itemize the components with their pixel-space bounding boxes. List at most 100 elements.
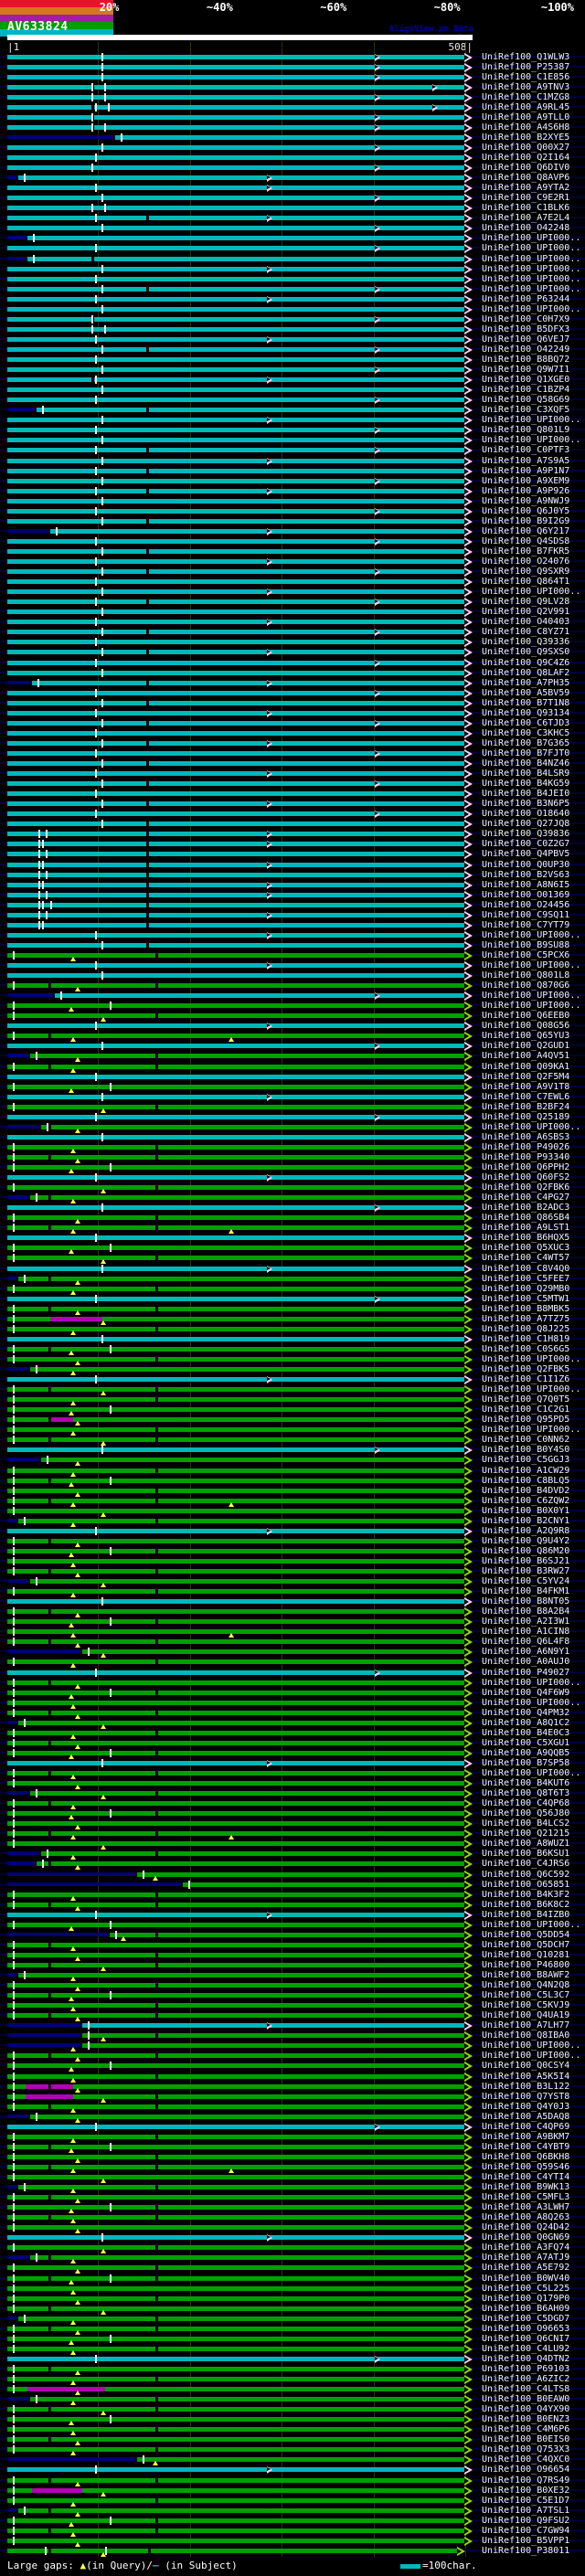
hit-label[interactable]: UniRef100_A6SBS3 xyxy=(482,1132,570,1142)
hit-bar[interactable] xyxy=(30,1195,464,1200)
hit-bar[interactable] xyxy=(7,2074,464,2079)
hit-label[interactable]: UniRef100_Q6CNI7 xyxy=(482,2334,570,2344)
hit-bar[interactable] xyxy=(7,1065,464,1069)
hit-bar[interactable] xyxy=(82,2043,464,2048)
hit-bar[interactable] xyxy=(7,1115,464,1119)
hit-label[interactable]: UniRef100_Q29MB0 xyxy=(482,1284,570,1294)
hit-bar[interactable] xyxy=(7,317,464,322)
hit-label[interactable]: UniRef100_A9BKM7 xyxy=(482,2132,570,2142)
hit-label[interactable]: UniRef100_B7FJT0 xyxy=(482,748,570,758)
hit-bar[interactable] xyxy=(7,1468,464,1473)
hit-label[interactable]: UniRef100_A9P926 xyxy=(482,486,570,496)
hit-label[interactable]: UniRef100_P49027 xyxy=(482,1668,570,1678)
hit-label[interactable]: UniRef100_C5E1D7 xyxy=(482,2496,570,2506)
hit-bar[interactable] xyxy=(7,398,464,402)
hit-label[interactable]: UniRef100_Q4N2Q8 xyxy=(482,1980,570,1990)
hit-bar[interactable] xyxy=(7,1781,464,1786)
hit-bar[interactable] xyxy=(7,781,464,786)
hit-label[interactable]: UniRef100_Q08G56 xyxy=(482,1021,570,1031)
hit-label[interactable]: UniRef100_B3L122 xyxy=(482,2082,570,2092)
hit-label[interactable]: UniRef100_C4QP68 xyxy=(482,1798,570,1808)
hit-label[interactable]: UniRef100_C0H7X9 xyxy=(482,314,570,324)
hit-bar[interactable] xyxy=(7,1559,464,1564)
hit-label[interactable]: UniRef100_Q6C592 xyxy=(482,1870,570,1880)
hit-label[interactable]: UniRef100_C5FEE7 xyxy=(482,1274,570,1284)
hit-label[interactable]: UniRef100_B8BQ72 xyxy=(482,355,570,365)
hit-label[interactable]: UniRef100_Q0CSY4 xyxy=(482,2061,570,2071)
hit-label[interactable]: UniRef100_B0XE32 xyxy=(482,2486,570,2496)
hit-bar[interactable] xyxy=(7,2427,464,2432)
hit-label[interactable]: UniRef100_Q2I164 xyxy=(482,153,570,163)
hit-bar[interactable] xyxy=(7,2539,464,2543)
hit-label[interactable]: UniRef100_Q179P0 xyxy=(482,2294,570,2304)
hit-label[interactable]: UniRef100_UPI000.. xyxy=(482,274,581,284)
hit-bar[interactable] xyxy=(7,165,464,170)
hit-bar[interactable] xyxy=(7,569,464,574)
hit-label[interactable]: UniRef100_A6N9Y1 xyxy=(482,1647,570,1657)
hit-label[interactable]: UniRef100_UPI000.. xyxy=(482,435,581,445)
hit-label[interactable]: UniRef100_B0WV40 xyxy=(482,2274,570,2284)
hit-label[interactable]: UniRef100_Q56J80 xyxy=(482,1808,570,1818)
hit-bar[interactable] xyxy=(7,367,464,372)
hit-bar[interactable] xyxy=(7,2265,464,2270)
hit-bar[interactable] xyxy=(7,549,464,554)
hit-label[interactable]: UniRef100_A7PH35 xyxy=(482,678,570,688)
hit-bar[interactable] xyxy=(7,1771,464,1776)
hit-label[interactable]: UniRef100_B2CNY1 xyxy=(482,1516,570,1526)
hit-bar[interactable] xyxy=(7,1246,464,1250)
hit-bar[interactable] xyxy=(30,1367,464,1372)
hit-bar[interactable] xyxy=(7,2276,464,2281)
hit-bar[interactable] xyxy=(7,1761,464,1765)
hit-bar[interactable] xyxy=(7,1105,464,1109)
hit-label[interactable]: UniRef100_A7S9A5 xyxy=(482,456,570,466)
hit-label[interactable]: UniRef100_B4IZB0 xyxy=(482,1910,570,1920)
hit-label[interactable]: UniRef100_A8Q1C2 xyxy=(482,1718,570,1728)
hit-label[interactable]: UniRef100_Q7RS49 xyxy=(482,2475,570,2486)
hit-bar[interactable] xyxy=(7,1599,464,1604)
hit-bar[interactable] xyxy=(7,1609,464,1614)
hit-bar[interactable] xyxy=(7,2407,464,2412)
hit-label[interactable]: UniRef100_C4LU92 xyxy=(482,2344,570,2354)
hit-bar[interactable] xyxy=(7,2327,464,2331)
hit-bar[interactable] xyxy=(7,1701,464,1705)
hit-bar[interactable] xyxy=(110,1933,464,1937)
hit-label[interactable]: UniRef100_A8N6I5 xyxy=(482,880,570,890)
hit-label[interactable]: UniRef100_Q6BKH8 xyxy=(482,2152,570,2162)
hit-label[interactable]: UniRef100_C1C2G1 xyxy=(482,1405,570,1415)
hit-bar[interactable] xyxy=(7,428,464,432)
hit-label[interactable]: UniRef100_Q39836 xyxy=(482,829,570,839)
hit-label[interactable]: UniRef100_UPI000.. xyxy=(482,1122,581,1132)
hit-bar[interactable] xyxy=(7,1185,464,1190)
hit-label[interactable]: UniRef100_UPI000.. xyxy=(482,1354,581,1364)
hit-label[interactable]: UniRef100_UPI000.. xyxy=(482,1768,581,1778)
hit-bar[interactable] xyxy=(7,1841,464,1846)
hit-label[interactable]: UniRef100_A9TNV3 xyxy=(482,82,570,92)
hit-bar[interactable] xyxy=(7,2447,464,2452)
hit-label[interactable]: UniRef100_Q1WLW3 xyxy=(482,52,570,62)
hit-label[interactable]: UniRef100_Q9U4Y2 xyxy=(482,1536,570,1546)
hit-label[interactable]: UniRef100_Q2FBK6 xyxy=(482,1182,570,1193)
hit-label[interactable]: UniRef100_C5XGU1 xyxy=(482,1738,570,1748)
hit-label[interactable]: UniRef100_Q5DD54 xyxy=(482,1930,570,1940)
hit-label[interactable]: UniRef100_Q1XGE0 xyxy=(482,375,570,385)
hit-bar[interactable] xyxy=(7,2094,464,2099)
hit-bar[interactable] xyxy=(7,1085,464,1089)
hit-label[interactable]: UniRef100_Q4YX90 xyxy=(482,2404,570,2414)
hit-label[interactable]: UniRef100_O40403 xyxy=(482,617,570,627)
hit-label[interactable]: UniRef100_B6HQX5 xyxy=(482,1233,570,1243)
hit-bar[interactable] xyxy=(7,357,464,362)
hit-label[interactable]: UniRef100_A5BV59 xyxy=(482,688,570,698)
hit-bar[interactable] xyxy=(7,1034,464,1038)
hit-label[interactable]: UniRef100_B4NZ46 xyxy=(482,758,570,769)
hit-bar[interactable] xyxy=(7,620,464,624)
hit-bar[interactable] xyxy=(7,145,464,150)
hit-bar[interactable] xyxy=(7,95,464,100)
hit-label[interactable]: UniRef100_A7LH77 xyxy=(482,2020,570,2030)
hit-bar[interactable] xyxy=(27,257,464,261)
hit-label[interactable]: UniRef100_Q7Q0T5 xyxy=(482,1394,570,1405)
hit-label[interactable]: UniRef100_Q6EEB0 xyxy=(482,1011,570,1021)
hit-label[interactable]: UniRef100_C4JRS6 xyxy=(482,1859,570,1869)
hit-label[interactable]: UniRef100_Q2FBK5 xyxy=(482,1364,570,1374)
hit-bar[interactable] xyxy=(18,2185,464,2189)
hit-label[interactable]: UniRef100_A1CW29 xyxy=(482,1466,570,1476)
